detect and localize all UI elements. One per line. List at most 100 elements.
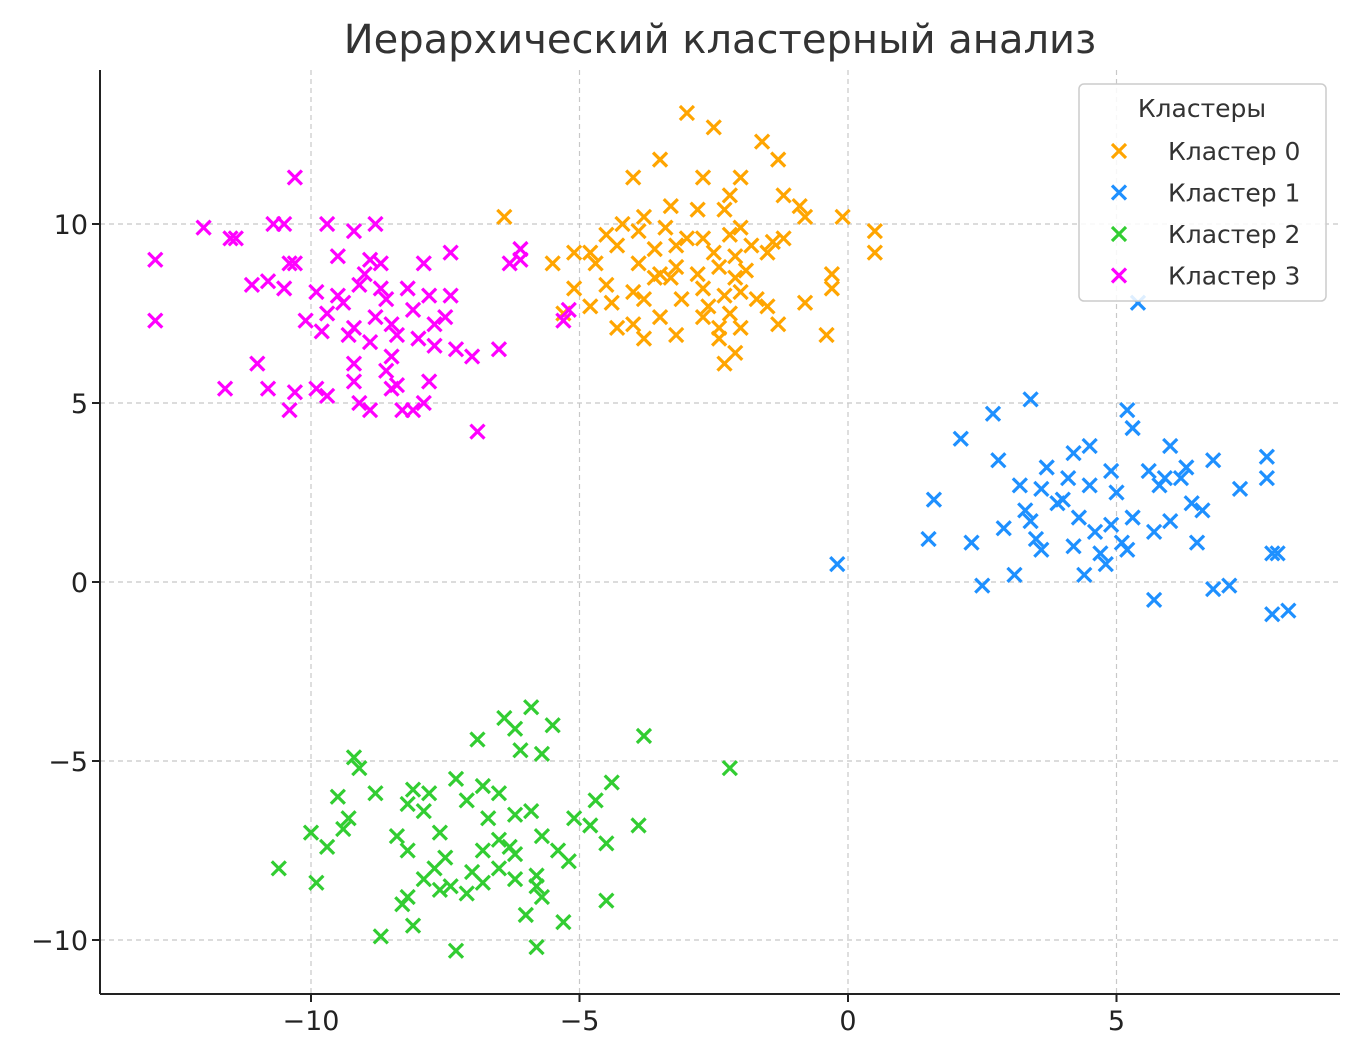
- data-point-cluster-3: [318, 387, 336, 404]
- data-point-cluster-0: [587, 255, 604, 272]
- data-point-cluster-3: [442, 287, 459, 304]
- data-point-cluster-2: [523, 699, 540, 716]
- data-point-cluster-1: [1006, 566, 1023, 583]
- data-point-cluster-0: [759, 244, 776, 261]
- data-point-cluster-0: [764, 233, 781, 251]
- legend-label: Кластер 3: [1168, 262, 1300, 291]
- data-point-cluster-3: [490, 341, 508, 358]
- y-tick-label: −10: [31, 926, 88, 957]
- data-point-cluster-2: [533, 745, 551, 762]
- data-point-cluster-3: [361, 334, 379, 351]
- data-point-cluster-1: [1124, 509, 1141, 526]
- data-point-cluster-1: [829, 555, 846, 573]
- data-point-cluster-3: [286, 255, 304, 272]
- data-point-cluster-1: [1102, 462, 1120, 480]
- data-point-cluster-0: [668, 237, 685, 254]
- data-point-cluster-3: [195, 219, 212, 236]
- data-point-cluster-0: [727, 248, 744, 265]
- data-point-cluster-0: [651, 151, 669, 168]
- data-point-cluster-0: [737, 262, 755, 279]
- data-point-cluster-0: [565, 244, 583, 261]
- data-point-cluster-0: [705, 244, 722, 261]
- data-point-cluster-1: [1086, 523, 1104, 541]
- data-point-cluster-0: [823, 280, 841, 297]
- data-point-cluster-1: [1183, 495, 1200, 512]
- data-point-cluster-1: [1258, 448, 1275, 465]
- data-point-cluster-1: [1102, 516, 1120, 533]
- data-point-cluster-3: [415, 255, 432, 272]
- data-point-cluster-2: [399, 795, 416, 813]
- data-point-cluster-0: [646, 240, 663, 258]
- data-point-cluster-0: [823, 265, 841, 283]
- data-point-cluster-2: [555, 913, 572, 931]
- data-point-cluster-0: [721, 305, 738, 322]
- data-point-cluster-1: [1027, 530, 1045, 548]
- data-point-cluster-1: [1264, 545, 1281, 562]
- data-point-cluster-3: [426, 316, 443, 333]
- data-point-cluster-1: [1269, 545, 1286, 562]
- data-point-cluster-2: [474, 842, 491, 859]
- data-point-cluster-2: [345, 749, 363, 766]
- data-point-cluster-0: [721, 226, 738, 243]
- data-point-cluster-0: [668, 326, 685, 344]
- data-point-cluster-1: [1205, 452, 1222, 469]
- data-point-cluster-2: [501, 838, 518, 856]
- data-point-cluster-0: [748, 291, 765, 308]
- data-point-cluster-0: [834, 208, 851, 225]
- data-point-cluster-3: [345, 373, 363, 390]
- data-point-cluster-3: [222, 230, 239, 247]
- data-point-cluster-0: [630, 223, 647, 240]
- data-point-cluster-0: [651, 308, 669, 326]
- data-point-cluster-0: [866, 223, 883, 240]
- data-point-cluster-2: [469, 731, 486, 748]
- data-point-cluster-2: [431, 824, 449, 841]
- data-point-cluster-2: [302, 824, 320, 841]
- data-point-cluster-2: [318, 838, 336, 856]
- data-point-cluster-3: [404, 301, 422, 319]
- legend-marker-2: [1110, 225, 1128, 243]
- data-point-cluster-0: [694, 230, 712, 247]
- data-points: [147, 104, 1297, 959]
- data-point-cluster-3: [361, 251, 379, 268]
- data-point-cluster-0: [721, 187, 738, 204]
- data-point-cluster-0: [689, 201, 706, 218]
- data-point-cluster-0: [678, 230, 696, 247]
- data-point-cluster-3: [147, 312, 164, 329]
- data-point-cluster-1: [1264, 606, 1281, 623]
- data-point-cluster-0: [582, 244, 599, 261]
- data-point-cluster-2: [399, 842, 416, 859]
- data-point-cluster-2: [560, 853, 577, 870]
- data-point-cluster-0: [614, 215, 631, 233]
- data-point-cluster-0: [625, 283, 642, 301]
- data-point-cluster-2: [351, 760, 368, 777]
- data-point-cluster-1: [1070, 509, 1088, 526]
- data-point-cluster-1: [1017, 502, 1034, 519]
- data-point-cluster-3: [297, 312, 314, 329]
- data-point-cluster-2: [474, 874, 491, 891]
- data-point-cluster-1: [1231, 480, 1249, 498]
- data-point-cluster-0: [646, 269, 663, 286]
- x-tick-label: 0: [839, 1006, 856, 1037]
- data-point-cluster-2: [447, 942, 465, 959]
- data-point-cluster-3: [329, 248, 346, 265]
- data-point-cluster-1: [1119, 541, 1136, 558]
- y-tick-label: −5: [48, 747, 88, 778]
- data-point-cluster-2: [329, 788, 346, 805]
- data-point-cluster-0: [635, 291, 653, 308]
- data-point-cluster-3: [361, 402, 379, 419]
- data-point-cluster-1: [1221, 577, 1238, 594]
- data-point-cluster-2: [442, 878, 459, 895]
- data-point-cluster-1: [1022, 391, 1039, 408]
- data-point-cluster-2: [404, 781, 422, 798]
- data-point-cluster-3: [308, 380, 325, 397]
- data-point-cluster-0: [694, 169, 712, 186]
- data-point-cluster-1: [1033, 541, 1050, 558]
- data-point-cluster-1: [920, 530, 937, 548]
- data-point-cluster-3: [308, 283, 325, 301]
- data-point-cluster-0: [818, 326, 835, 344]
- data-point-cluster-2: [533, 888, 551, 906]
- data-point-cluster-3: [560, 301, 577, 319]
- data-point-cluster-1: [1119, 402, 1136, 419]
- data-point-cluster-3: [351, 276, 368, 293]
- data-point-cluster-1: [1156, 470, 1173, 487]
